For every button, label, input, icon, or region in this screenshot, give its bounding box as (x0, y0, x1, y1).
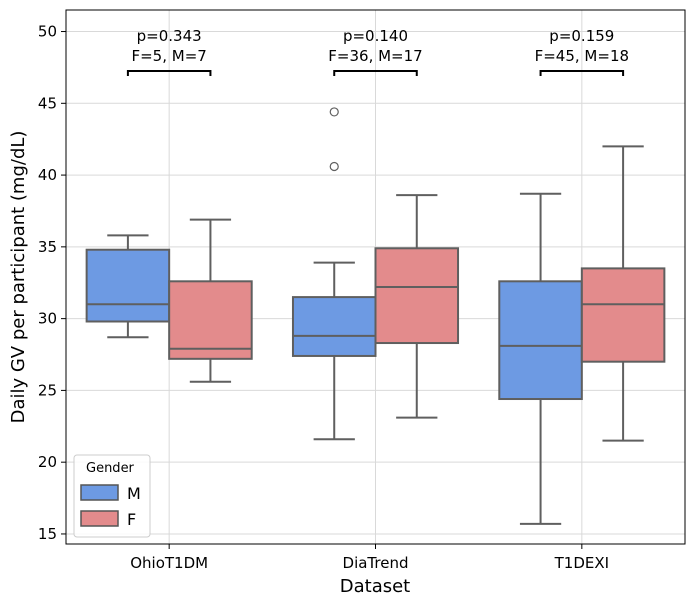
box-plot-series (85, 107, 666, 525)
significance-2: p=0.159 F=45, M=18 (535, 27, 629, 76)
outlier-point (329, 161, 339, 172)
legend-swatch-m (80, 484, 119, 501)
x-tick-label: DiaTrend (343, 554, 409, 572)
box-m-0 (85, 234, 171, 339)
box-iqr (291, 296, 377, 357)
y-tick-label: 45 (38, 94, 57, 112)
x-axis-label: Dataset (340, 576, 411, 597)
sample-size-label: F=45, M=18 (535, 47, 629, 65)
box-iqr (85, 248, 171, 323)
y-tick-label: 30 (38, 310, 57, 328)
y-tick-label: 20 (38, 453, 57, 471)
y-tick-label: 40 (38, 166, 57, 184)
y-tick-label: 35 (38, 238, 57, 256)
box-f-2 (580, 145, 666, 442)
x-tick-label: T1DEXI (554, 554, 609, 572)
significance-annotations: p=0.343 F=5, M=7 p=0.140 F=36, M=17 p=0.159 F… (126, 27, 629, 76)
p-value-label: p=0.343 (137, 27, 202, 45)
p-value-label: p=0.159 (549, 27, 614, 45)
box-f-0 (168, 218, 253, 383)
box-iqr (168, 280, 253, 360)
sample-size-label: F=36, M=17 (328, 47, 422, 65)
significance-1: p=0.140 F=36, M=17 (328, 27, 423, 76)
significance-0: p=0.343 F=5, M=7 (126, 27, 212, 76)
x-axis: OhioT1DM DiaTrend T1DEXI (130, 544, 609, 572)
outlier-point (329, 107, 339, 117)
sample-size-label: F=5, M=7 (131, 47, 206, 65)
x-tick-label: OhioT1DM (130, 554, 208, 572)
box-iqr (580, 267, 666, 363)
legend-label-f: F (127, 510, 136, 529)
legend-title: Gender (86, 461, 135, 476)
legend: Gender M F (73, 454, 151, 538)
box-m-1 (291, 107, 377, 441)
box-iqr (374, 247, 460, 345)
y-tick-label: 15 (38, 525, 57, 543)
p-value-label: p=0.140 (343, 27, 408, 45)
significance-bracket (126, 70, 212, 76)
y-tick-label: 25 (38, 381, 57, 399)
box-f-1 (374, 194, 460, 419)
y-axis-label: Daily GV per participant (mg/dL) (8, 131, 29, 424)
legend-swatch-f (80, 510, 119, 527)
y-tick-label: 50 (38, 23, 57, 41)
legend-label-m: M (127, 484, 141, 503)
box-m-2 (498, 192, 583, 525)
box-iqr (498, 280, 583, 401)
y-axis: 15 20 25 30 35 40 45 50 (38, 23, 66, 543)
significance-bracket (333, 70, 418, 76)
significance-bracket (539, 70, 625, 76)
